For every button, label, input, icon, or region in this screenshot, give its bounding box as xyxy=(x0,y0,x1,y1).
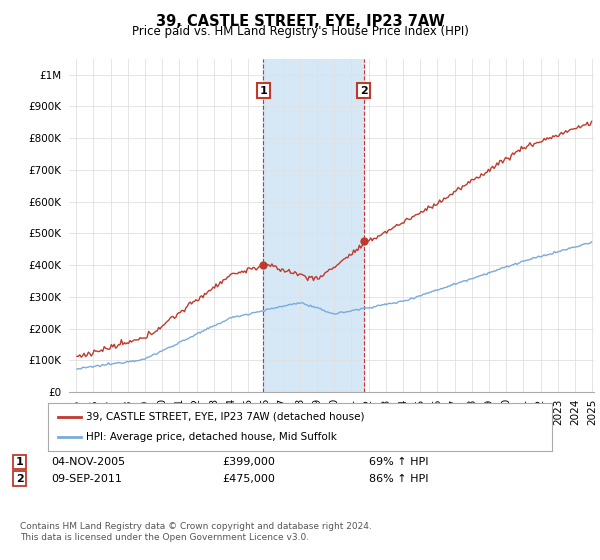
Text: Contains HM Land Registry data © Crown copyright and database right 2024.: Contains HM Land Registry data © Crown c… xyxy=(20,522,371,531)
Text: 1: 1 xyxy=(16,457,23,467)
Text: 1: 1 xyxy=(259,86,267,96)
Bar xyxy=(263,59,364,392)
Text: 2: 2 xyxy=(16,474,23,484)
Text: 69% ↑ HPI: 69% ↑ HPI xyxy=(369,457,428,467)
Text: 39, CASTLE STREET, EYE, IP23 7AW (detached house): 39, CASTLE STREET, EYE, IP23 7AW (detach… xyxy=(86,412,364,422)
Text: Price paid vs. HM Land Registry's House Price Index (HPI): Price paid vs. HM Land Registry's House … xyxy=(131,25,469,38)
Text: £475,000: £475,000 xyxy=(222,474,275,484)
Text: 09-SEP-2011: 09-SEP-2011 xyxy=(51,474,122,484)
Text: This data is licensed under the Open Government Licence v3.0.: This data is licensed under the Open Gov… xyxy=(20,533,309,542)
Text: 39, CASTLE STREET, EYE, IP23 7AW: 39, CASTLE STREET, EYE, IP23 7AW xyxy=(155,14,445,29)
Text: 2: 2 xyxy=(360,86,368,96)
Text: 04-NOV-2005: 04-NOV-2005 xyxy=(51,457,125,467)
Text: £399,000: £399,000 xyxy=(222,457,275,467)
Text: HPI: Average price, detached house, Mid Suffolk: HPI: Average price, detached house, Mid … xyxy=(86,432,337,442)
Text: 86% ↑ HPI: 86% ↑ HPI xyxy=(369,474,428,484)
